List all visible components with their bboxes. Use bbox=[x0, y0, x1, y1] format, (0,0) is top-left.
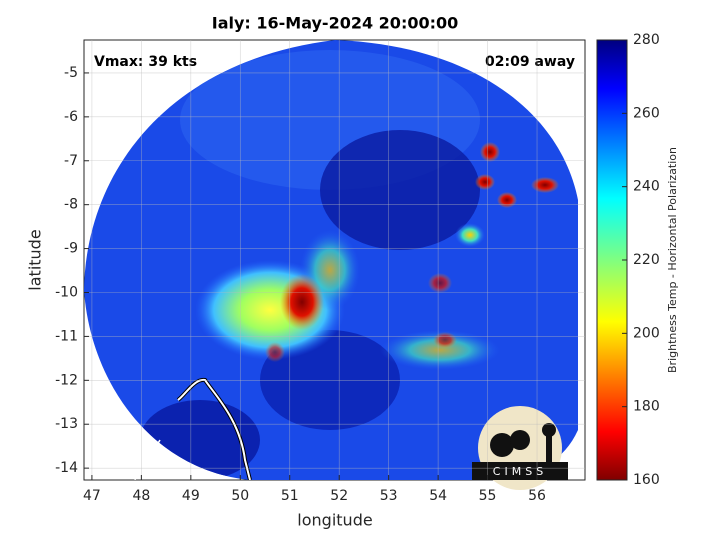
colorbar-tick-label: 160 bbox=[633, 472, 660, 488]
x-tick-label: 54 bbox=[429, 488, 447, 504]
logo-text: CIMSS bbox=[493, 465, 547, 478]
colorbar-tick-label: 240 bbox=[633, 179, 660, 195]
x-tick-label: 52 bbox=[330, 488, 348, 504]
colorbar-tick-label: 260 bbox=[633, 105, 660, 121]
x-tick-label: 53 bbox=[380, 488, 398, 504]
colorbar-tick-label: 180 bbox=[633, 399, 660, 415]
annotation: Vmax: 39 kts bbox=[94, 54, 197, 70]
x-tick-label: 49 bbox=[182, 488, 200, 504]
y-tick-label: -6 bbox=[64, 109, 78, 125]
annotation: 02:09 away bbox=[485, 54, 575, 70]
colorbar-label: Brightness Temp - Horizontal Polarizatio… bbox=[666, 147, 679, 373]
x-tick-label: 50 bbox=[231, 488, 249, 504]
y-tick-label: -13 bbox=[55, 416, 78, 432]
x-tick-label: 48 bbox=[132, 488, 150, 504]
x-tick-label: 56 bbox=[528, 488, 546, 504]
colorbar-tick-label: 220 bbox=[633, 252, 660, 268]
x-tick-label: 47 bbox=[83, 488, 101, 504]
y-tick-label: -14 bbox=[55, 460, 78, 476]
y-tick-label: -5 bbox=[64, 65, 78, 81]
y-tick-label: -9 bbox=[64, 241, 78, 257]
chart-title: Ialy: 16-May-2024 20:00:00 bbox=[212, 14, 459, 33]
x-tick-label: 51 bbox=[281, 488, 299, 504]
y-axis-label: latitude bbox=[26, 229, 45, 290]
colorbar-tick-label: 280 bbox=[633, 32, 660, 48]
y-tick-label: -12 bbox=[55, 372, 78, 388]
y-tick-label: -10 bbox=[55, 284, 78, 300]
x-axis-label: longitude bbox=[297, 511, 372, 530]
y-tick-label: -8 bbox=[64, 197, 78, 213]
y-tick-label: -11 bbox=[55, 328, 78, 344]
colorbar-tick-label: 200 bbox=[633, 325, 660, 341]
logo: CIMSS bbox=[472, 406, 568, 490]
y-tick-label: -7 bbox=[64, 153, 78, 169]
x-tick-label: 55 bbox=[479, 488, 497, 504]
